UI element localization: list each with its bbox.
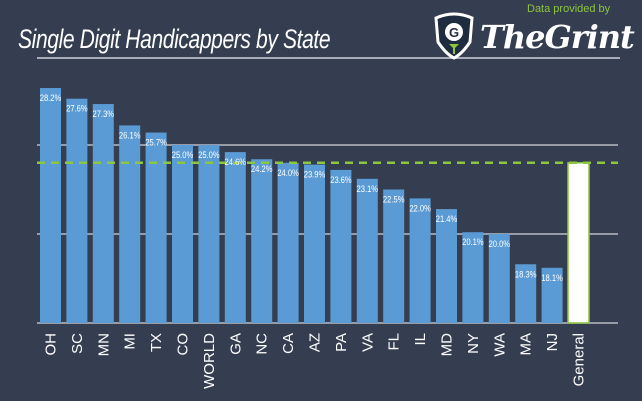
value-label: 25.0% — [172, 149, 194, 160]
value-label: 23.6% — [330, 174, 352, 185]
bar — [198, 145, 220, 323]
logo-letter: G — [449, 25, 459, 40]
data-provided-by-text: Data provided by — [527, 3, 611, 15]
bar — [436, 209, 457, 323]
value-label: 24.0% — [277, 167, 299, 178]
x-tick-label: IL — [412, 333, 429, 346]
x-tick-label: MI — [122, 333, 139, 350]
x-tick-label: CA — [280, 333, 297, 354]
value-label: 24.6% — [225, 156, 247, 167]
value-label: 18.1% — [541, 272, 563, 283]
x-tick-label: OH — [43, 333, 60, 356]
value-label: 20.0% — [489, 238, 511, 249]
x-tick-label: WA — [491, 333, 508, 357]
value-label: 25.7% — [145, 137, 167, 148]
bar — [277, 162, 299, 323]
value-label: 25.0% — [198, 149, 220, 160]
bar — [251, 159, 273, 323]
bar — [462, 232, 484, 323]
x-tick-label: TX — [148, 333, 165, 352]
x-tick-label: MD — [439, 333, 456, 356]
x-tick-label: NY — [465, 333, 482, 354]
bar — [145, 132, 167, 323]
value-label: 24.2% — [251, 163, 273, 174]
bar — [224, 152, 246, 323]
x-tick-label: NJ — [544, 333, 561, 351]
bar-general — [567, 162, 590, 324]
value-label: 27.6% — [66, 103, 88, 114]
bar — [488, 234, 510, 323]
x-tick-label: PA — [333, 333, 350, 352]
value-label: 20.1% — [462, 236, 484, 247]
value-label: 21.4% — [436, 213, 458, 224]
bar — [356, 178, 378, 323]
x-tick-label: AZ — [307, 333, 324, 352]
value-label: 26.1% — [119, 130, 141, 141]
bar — [383, 189, 405, 323]
title-underline — [37, 57, 620, 59]
value-label: 18.3% — [515, 268, 537, 279]
thegrint-shield-logo-icon: G — [434, 12, 474, 60]
chart-title: Single Digit Handicappers by State — [18, 24, 331, 54]
value-label: 22.5% — [383, 194, 405, 205]
x-tick-label: MA — [518, 333, 535, 356]
x-tick-label: MN — [95, 333, 112, 356]
x-tick-label: NC — [254, 333, 271, 355]
bar — [66, 98, 88, 323]
bar — [92, 104, 114, 323]
bar — [409, 198, 431, 323]
value-label: 27.3% — [93, 108, 115, 119]
x-tick-label: GA — [227, 333, 244, 355]
x-tick-label: WORLD — [201, 333, 218, 389]
value-label: 28.2% — [40, 92, 62, 103]
value-label: 22.0% — [409, 203, 431, 214]
bar — [40, 88, 61, 323]
bar — [119, 125, 141, 323]
bar — [515, 264, 537, 323]
bar — [304, 164, 325, 323]
x-tick-label: General — [571, 333, 588, 386]
x-tick-label: VA — [359, 333, 376, 352]
x-tick-label: SC — [69, 333, 86, 354]
x-tick-label: FL — [386, 333, 403, 351]
x-tick-label: CO — [175, 333, 192, 356]
bar — [172, 145, 193, 323]
value-label: 24% — [571, 170, 587, 181]
bar — [541, 267, 563, 323]
value-label: 23.9% — [304, 169, 326, 180]
value-label: 23.1% — [357, 183, 379, 194]
bar — [330, 169, 352, 323]
thegrint-logo-text: TheGrint — [480, 18, 635, 56]
